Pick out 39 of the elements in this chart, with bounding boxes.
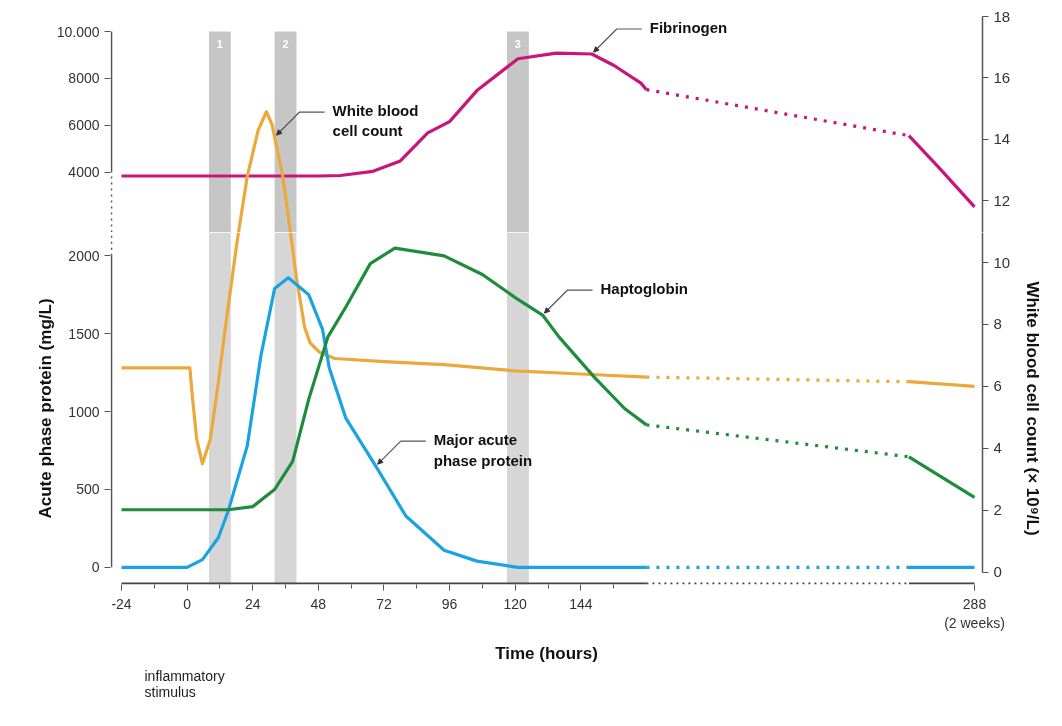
y2-axis-title: White blood cell count (× 10⁹/L) — [1023, 281, 1043, 536]
x-tick-label: 144 — [569, 595, 593, 612]
y2-tick-label: 16 — [993, 68, 1011, 86]
x-tick-label: 72 — [376, 595, 392, 612]
x-tick-label: 96 — [441, 595, 458, 612]
x-tick-label: 48 — [310, 595, 327, 612]
y-tick-label: 0 — [91, 559, 100, 576]
y2-tick-label: 8 — [993, 315, 1002, 333]
y2-tick-label: 12 — [993, 191, 1011, 209]
y-tick-label: 10.000 — [56, 23, 100, 40]
y-tick-label: 1000 — [68, 403, 100, 420]
y-axis-title: Acute phase protein (mg/L) — [36, 298, 56, 519]
y2-tick-label: 18 — [993, 7, 1011, 25]
y2-tick-label: 6 — [993, 377, 1002, 395]
y-tick-label: 4000 — [68, 164, 100, 181]
y2-tick-label: 4 — [993, 439, 1002, 457]
y-tick-label: 6000 — [68, 117, 100, 134]
y-tick-label: 500 — [76, 481, 100, 498]
annotation: Fibrinogen — [649, 19, 728, 37]
y-tick-label: 1500 — [68, 325, 100, 342]
annotation: Major acute phase protein — [433, 431, 533, 469]
x-tick-label: -24 — [111, 595, 132, 612]
x-axis-title: Time (hours) — [495, 643, 598, 663]
y2-tick-label: 2 — [993, 501, 1002, 519]
y2-tick-label: 10 — [993, 253, 1011, 271]
y-tick-label: 8000 — [68, 70, 100, 87]
y2-tick-label: 14 — [993, 130, 1011, 148]
y-tick-label: 2000 — [68, 247, 100, 264]
x-tick-label: 288 (2 weeks) — [944, 595, 1005, 631]
text: inflammatory stimulus — [144, 667, 225, 700]
x-tick-label: 24 — [244, 595, 261, 612]
y2-tick-label: 0 — [993, 563, 1002, 581]
annotation: Haptoglobin — [600, 280, 689, 298]
band-label: 2 — [282, 37, 289, 50]
x-tick-label: 0 — [183, 595, 192, 612]
band-label: 1 — [216, 37, 223, 50]
annotation: White blood cell count — [332, 102, 419, 140]
band-label: 3 — [514, 37, 521, 50]
x-tick-label: 120 — [503, 595, 528, 612]
